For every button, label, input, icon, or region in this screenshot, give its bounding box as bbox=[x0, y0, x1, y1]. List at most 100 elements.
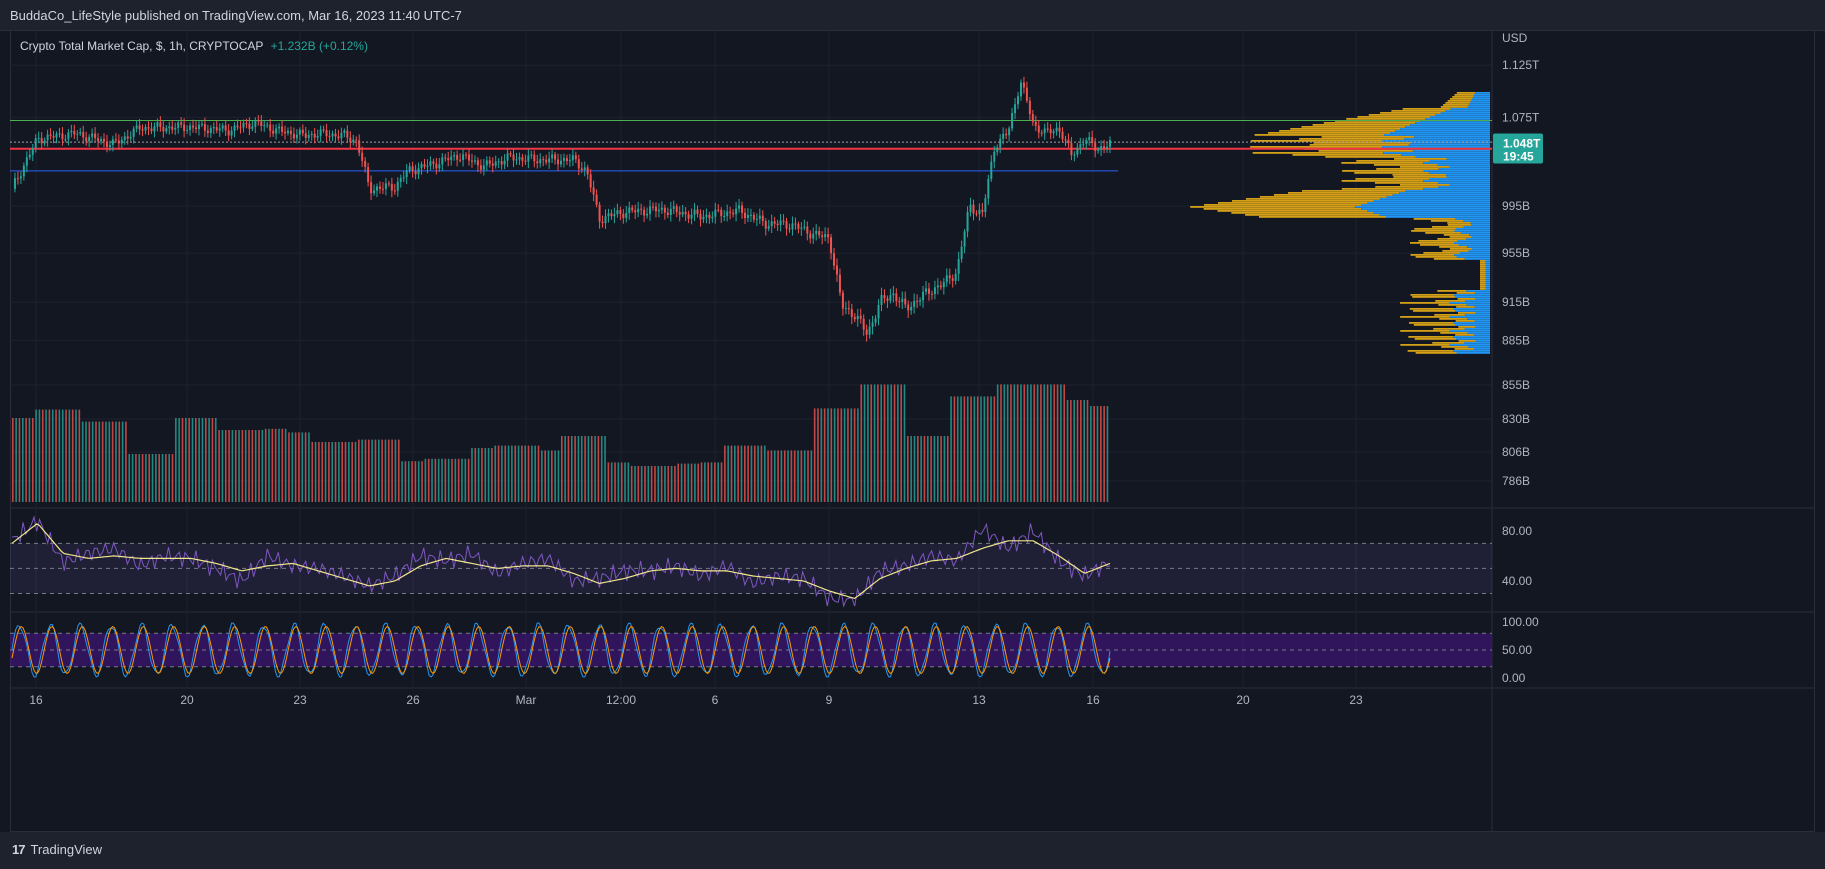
candle-body bbox=[1017, 96, 1020, 105]
volume-profile-bar-up bbox=[1454, 254, 1490, 256]
candle-body bbox=[969, 204, 972, 212]
volume-bar bbox=[244, 430, 247, 502]
volume-profile-bar-up bbox=[1423, 170, 1490, 172]
candle-body bbox=[165, 128, 168, 132]
volume-bar bbox=[261, 430, 264, 502]
volume-bar bbox=[853, 408, 856, 502]
volume-bar bbox=[793, 450, 796, 502]
volume-profile-bar-up bbox=[1471, 98, 1490, 100]
volume-bar bbox=[224, 430, 227, 502]
candle-body bbox=[794, 223, 797, 225]
volume-profile-bar-down bbox=[1407, 350, 1453, 352]
volume-bar bbox=[401, 461, 403, 502]
volume-bar bbox=[800, 450, 803, 502]
volume-bar bbox=[1023, 384, 1026, 502]
candle-body bbox=[797, 224, 800, 229]
volume-bar bbox=[334, 442, 337, 502]
volume-bar bbox=[521, 445, 523, 502]
candle-body bbox=[999, 138, 1002, 148]
stoch-tick-label: 50.00 bbox=[1502, 643, 1532, 657]
volume-profile-bar-up bbox=[1380, 198, 1490, 200]
candle-body bbox=[494, 161, 497, 166]
volume-profile-bar-down bbox=[1391, 110, 1446, 112]
volume-profile-bar-down bbox=[1373, 164, 1438, 166]
candle-body bbox=[993, 151, 996, 162]
volume-bar bbox=[830, 408, 833, 502]
volume-bar bbox=[68, 409, 71, 502]
volume-bar bbox=[514, 445, 517, 502]
candle-body bbox=[966, 211, 969, 232]
symbol-legend[interactable]: Crypto Total Market Cap, $, 1h, CRYPTOCA… bbox=[20, 39, 368, 53]
candle-body bbox=[877, 304, 880, 319]
volume-bar bbox=[1043, 384, 1046, 502]
volume-bar bbox=[1016, 384, 1019, 502]
volume-profile-bar-down bbox=[1290, 128, 1401, 130]
candle-body bbox=[221, 125, 224, 129]
volume-bar bbox=[451, 458, 453, 502]
candle-body bbox=[393, 190, 396, 192]
volume-profile-bar-up bbox=[1467, 246, 1490, 248]
volume-profile-bar-down bbox=[1400, 330, 1450, 332]
volume-profile-bar-up bbox=[1423, 188, 1490, 190]
brand[interactable]: 17 TradingView bbox=[12, 842, 102, 857]
last-price-label: 1.048T bbox=[1503, 137, 1541, 151]
volume-profile-bar-down bbox=[1341, 162, 1424, 164]
candle-body bbox=[773, 221, 776, 224]
volume-bar bbox=[737, 445, 739, 502]
candle-body bbox=[646, 213, 649, 216]
volume-profile-bar-down bbox=[1455, 334, 1475, 336]
volume-profile-bar-down bbox=[1250, 140, 1383, 142]
volume-bar bbox=[604, 436, 606, 502]
volume-bar bbox=[444, 458, 447, 502]
volume-bar bbox=[680, 463, 683, 502]
volume-profile-bar-down bbox=[1414, 338, 1457, 340]
volume-bar bbox=[1026, 384, 1029, 502]
candle-body bbox=[746, 215, 749, 219]
volume-profile-bar-down bbox=[1380, 112, 1441, 114]
volume-profile-bar-down bbox=[1341, 180, 1424, 182]
candle-body bbox=[987, 178, 990, 199]
volume-bar bbox=[767, 450, 769, 502]
volume-bar bbox=[338, 442, 340, 502]
candle-body bbox=[1103, 146, 1106, 149]
candle-body bbox=[922, 291, 925, 301]
volume-bar bbox=[248, 430, 250, 502]
volume-profile-bar-up bbox=[1438, 168, 1490, 170]
stoch-tick-label: 100.00 bbox=[1502, 615, 1539, 629]
volume-bar bbox=[511, 445, 513, 502]
candle-body bbox=[28, 154, 31, 158]
volume-bar bbox=[361, 439, 363, 502]
volume-profile-bar-down bbox=[1432, 342, 1465, 344]
candle-body bbox=[1058, 127, 1061, 132]
volume-profile-bar-down bbox=[1292, 154, 1402, 156]
volume-profile-bar-up bbox=[1474, 306, 1490, 308]
volume-bar bbox=[627, 462, 630, 502]
candle-body bbox=[426, 165, 429, 167]
volume-profile-bar-down bbox=[1480, 266, 1486, 268]
volume-bar bbox=[780, 450, 783, 502]
candle-body bbox=[711, 216, 714, 219]
volume-profile-bar-up bbox=[1471, 224, 1490, 226]
volume-bar bbox=[707, 462, 709, 502]
symbol-title[interactable]: Crypto Total Market Cap, $, 1h, CRYPTOCA… bbox=[20, 39, 264, 53]
volume-profile-bar-down bbox=[1447, 100, 1471, 102]
volume-profile-bar-up bbox=[1373, 212, 1490, 214]
candle-body bbox=[1088, 137, 1091, 141]
candle-body bbox=[361, 152, 364, 161]
volume-bar bbox=[208, 418, 210, 502]
time-tick-label: 12:00 bbox=[606, 693, 636, 707]
volume-bar bbox=[936, 436, 939, 502]
candle-body bbox=[64, 139, 67, 141]
candle-body bbox=[827, 234, 830, 238]
volume-bar bbox=[903, 384, 906, 502]
candle-body bbox=[346, 130, 349, 138]
volume-bar bbox=[358, 439, 360, 502]
volume-bar bbox=[956, 396, 959, 502]
candle-body bbox=[631, 207, 634, 211]
candle-body bbox=[292, 133, 295, 139]
candle-body bbox=[141, 129, 144, 131]
volume-profile-bar-down bbox=[1480, 276, 1486, 278]
candle-body bbox=[94, 133, 97, 139]
volume-profile-bar-up bbox=[1466, 290, 1490, 292]
